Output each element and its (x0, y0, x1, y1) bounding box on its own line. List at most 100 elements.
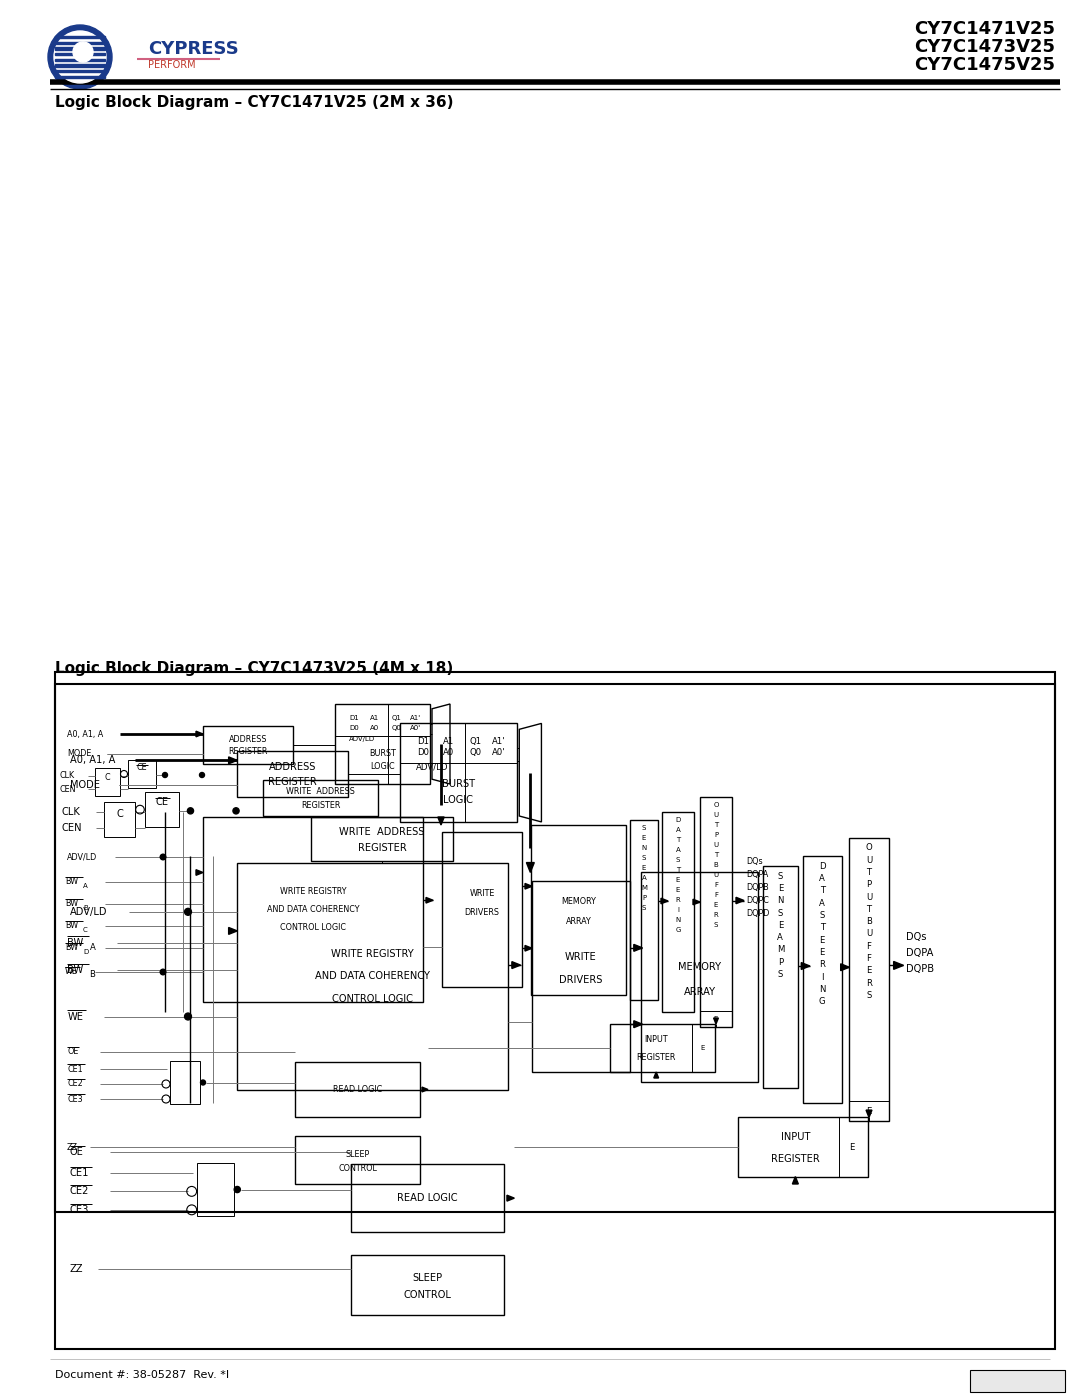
Text: E: E (778, 921, 783, 930)
Text: PERFORM: PERFORM (148, 60, 195, 70)
Text: BURST: BURST (442, 780, 475, 789)
Text: A0': A0' (410, 725, 421, 731)
Bar (335, 704, 430, 784)
Polygon shape (634, 944, 643, 951)
Bar (238, 750, 348, 798)
Bar (351, 1256, 504, 1315)
Text: DQPA: DQPA (906, 949, 933, 958)
Text: M: M (642, 886, 647, 891)
Text: S: S (778, 970, 783, 979)
Text: U: U (714, 872, 718, 877)
Bar (531, 882, 630, 1071)
Bar (700, 798, 732, 1027)
Bar (739, 1118, 867, 1176)
Polygon shape (426, 897, 433, 902)
Text: E: E (820, 949, 825, 957)
Circle shape (54, 31, 106, 82)
Text: A1: A1 (443, 736, 455, 746)
Text: E: E (850, 1143, 855, 1151)
Text: C: C (117, 809, 123, 819)
Text: CE: CE (137, 763, 147, 773)
Text: F: F (714, 882, 718, 888)
Text: E: E (714, 902, 718, 908)
Text: BW: BW (65, 900, 78, 908)
Text: U: U (714, 842, 718, 848)
Text: CEN: CEN (62, 823, 82, 833)
Text: D: D (819, 862, 825, 870)
Polygon shape (422, 1087, 428, 1092)
Text: Logic Block Diagram – CY7C1473V25 (4M x 18): Logic Block Diagram – CY7C1473V25 (4M x … (55, 662, 454, 676)
Bar (442, 833, 522, 988)
Bar (630, 820, 658, 1000)
Polygon shape (526, 862, 535, 872)
Text: ADV/LD: ADV/LD (70, 907, 107, 916)
Text: BW: BW (67, 937, 83, 947)
Text: AND DATA COHERENCY: AND DATA COHERENCY (315, 971, 430, 982)
Text: A: A (820, 875, 825, 883)
Bar (610, 1024, 715, 1071)
Text: +I Feedback: +I Feedback (987, 1376, 1048, 1386)
Text: A0': A0' (492, 749, 507, 757)
Bar (203, 817, 423, 1002)
Text: A0: A0 (370, 725, 379, 731)
Text: T: T (714, 852, 718, 858)
Text: BW: BW (65, 943, 78, 953)
Polygon shape (866, 1111, 872, 1118)
Text: D0: D0 (349, 725, 359, 731)
Text: A0: A0 (443, 749, 455, 757)
Text: ADDRESS: ADDRESS (229, 735, 267, 743)
Bar (203, 726, 293, 764)
Text: E: E (714, 1016, 718, 1023)
Text: R: R (714, 912, 718, 918)
Text: DRIVERS: DRIVERS (559, 975, 603, 985)
Text: O: O (866, 844, 873, 852)
Text: A1': A1' (492, 736, 507, 746)
Text: A1: A1 (370, 715, 379, 721)
Text: R: R (820, 960, 825, 970)
Text: SLEEP: SLEEP (413, 1273, 443, 1282)
Text: ARRAY: ARRAY (684, 986, 716, 996)
Text: U: U (714, 812, 718, 819)
Text: WRITE: WRITE (565, 953, 597, 963)
Text: B: B (90, 970, 95, 979)
Text: A1': A1' (410, 715, 421, 721)
Text: Q0: Q0 (470, 749, 482, 757)
Circle shape (185, 1013, 191, 1020)
Polygon shape (653, 1071, 659, 1078)
Bar (55, 685, 1055, 1350)
Circle shape (200, 773, 204, 778)
Text: B: B (866, 918, 872, 926)
Text: DQs: DQs (746, 856, 762, 866)
Polygon shape (512, 961, 521, 968)
Text: WRITE REGISTRY: WRITE REGISTRY (332, 949, 414, 958)
Text: DQPD: DQPD (746, 909, 769, 918)
Text: OE: OE (67, 1048, 79, 1056)
Text: D1: D1 (417, 736, 429, 746)
Bar (531, 826, 626, 995)
Bar (264, 780, 378, 816)
Text: CE1: CE1 (67, 1065, 83, 1073)
Text: S: S (866, 990, 872, 1000)
Polygon shape (507, 1196, 514, 1201)
Text: BURST: BURST (369, 749, 396, 759)
Text: A: A (820, 898, 825, 908)
Text: DQPC: DQPC (746, 895, 769, 905)
Bar (295, 1062, 420, 1118)
Circle shape (233, 807, 239, 814)
Text: I: I (821, 972, 823, 982)
Bar (295, 1136, 420, 1185)
Bar (351, 1164, 504, 1232)
Text: F: F (866, 954, 872, 963)
Text: E: E (820, 936, 825, 944)
Text: S: S (714, 922, 718, 928)
Polygon shape (229, 928, 238, 935)
Bar (55, 672, 1055, 1213)
Text: A0, A1, A: A0, A1, A (70, 756, 116, 766)
Text: Page 2 of 32: Page 2 of 32 (985, 1370, 1055, 1380)
Text: N: N (642, 845, 647, 851)
Bar (105, 802, 135, 837)
Text: Q1: Q1 (470, 736, 482, 746)
Text: S: S (778, 908, 783, 918)
Text: CY7C1471V25: CY7C1471V25 (914, 20, 1055, 38)
Text: O: O (713, 802, 718, 807)
